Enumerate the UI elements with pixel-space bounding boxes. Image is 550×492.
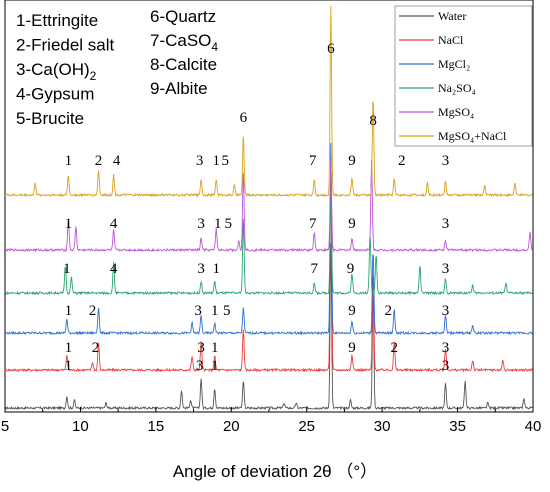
peak-label-3-3: 1 bbox=[212, 261, 220, 277]
legend: Water NaCl MgCl₂ Na₂SO₄ MgSO₄ MgSO₄+NaCl bbox=[394, 5, 533, 147]
x-tick-label-5: 30 bbox=[374, 418, 391, 435]
peak-label-2-0: 1 bbox=[65, 303, 73, 319]
peak-label-3-2: 3 bbox=[197, 261, 205, 277]
peak-label-5-1: 2 bbox=[95, 153, 103, 169]
peak-label-5-5: 5 bbox=[222, 153, 230, 169]
legend-label-1: NaCl bbox=[438, 33, 464, 47]
x-axis-ticks: 5 10 15 20 25 30 35 40 bbox=[1, 407, 542, 435]
series-line-1 bbox=[4, 171, 533, 373]
traces bbox=[4, 5, 533, 411]
peak-label-2-5: 9 bbox=[348, 303, 356, 319]
peak-label-4-5: 7 bbox=[309, 216, 317, 232]
peak-label-4-2: 3 bbox=[197, 216, 205, 232]
peak-label-0-2: 1 bbox=[211, 358, 219, 374]
series-line-0 bbox=[5, 243, 533, 411]
phase-key-6: 7-CaSO4 bbox=[150, 31, 218, 54]
peak-label-2-4: 5 bbox=[223, 303, 231, 319]
peak-label-1-0: 1 bbox=[65, 340, 73, 356]
peak-label-0-3: 3 bbox=[442, 358, 450, 374]
peak-label-4-1: 4 bbox=[110, 216, 118, 232]
peak-label-5-0: 1 bbox=[65, 153, 73, 169]
peak-label-5-4: 1 bbox=[212, 153, 220, 169]
legend-label-5: MgSO₄+NaCl bbox=[438, 129, 507, 143]
series-line-3 bbox=[4, 198, 533, 296]
peak-labels: 1 3 1 31 2 3 1 9 2 31 2 3 1 5 9 2 31 4 3 1 7 9 31 4 3 1 5 7 9 31 2 4 3 1 5… bbox=[63, 41, 449, 374]
peak-label-3-1: 4 bbox=[110, 261, 118, 277]
peak-label-1-1: 2 bbox=[92, 340, 100, 356]
x-tick-label-4: 25 bbox=[298, 418, 315, 435]
peak-label-1-5: 2 bbox=[390, 340, 398, 356]
top-peak-label-0: 6 bbox=[240, 110, 248, 126]
x-tick-label-6: 35 bbox=[449, 418, 466, 435]
x-axis-label: Angle of deviation 2θ （°） bbox=[173, 462, 377, 481]
x-tick-label-1: 10 bbox=[72, 418, 89, 435]
peak-label-1-2: 3 bbox=[197, 340, 205, 356]
peak-label-5-3: 3 bbox=[196, 153, 204, 169]
peak-label-2-2: 3 bbox=[194, 303, 202, 319]
series-line-2 bbox=[4, 143, 533, 336]
legend-label-4: MgSO₄ bbox=[438, 105, 474, 119]
peak-label-2-7: 3 bbox=[442, 303, 450, 319]
x-tick-label-0: 5 bbox=[1, 418, 9, 435]
legend-label-3: Na₂SO₄ bbox=[438, 81, 476, 95]
peak-label-5-2: 4 bbox=[113, 153, 121, 169]
peak-label-5-8: 2 bbox=[398, 153, 406, 169]
phase-key-4: 5-Brucite bbox=[16, 109, 84, 128]
legend-box bbox=[394, 5, 533, 147]
peak-label-4-4: 5 bbox=[225, 216, 233, 232]
legend-label-2: MgCl₂ bbox=[438, 57, 470, 71]
peak-label-3-4: 7 bbox=[311, 261, 319, 277]
peak-label-1-6: 3 bbox=[442, 340, 450, 356]
phase-key-2: 3-Ca(OH)2 bbox=[16, 60, 97, 83]
peak-label-1-3: 1 bbox=[211, 340, 219, 356]
phase-key-8: 9-Albite bbox=[150, 79, 208, 98]
peak-label-4-3: 1 bbox=[214, 216, 222, 232]
x-tick-label-2: 15 bbox=[148, 418, 165, 435]
peak-label-4-6: 9 bbox=[348, 216, 356, 232]
phase-key-3: 4-Gypsum bbox=[16, 85, 94, 104]
peak-label-5-9: 3 bbox=[442, 153, 450, 169]
peak-label-5-7: 9 bbox=[348, 153, 356, 169]
peak-label-2-1: 2 bbox=[89, 303, 97, 319]
peak-label-3-0: 1 bbox=[63, 261, 71, 277]
peak-label-2-3: 1 bbox=[211, 303, 219, 319]
peak-label-2-6: 2 bbox=[384, 303, 392, 319]
peak-label-3-5: 9 bbox=[347, 261, 355, 277]
phase-key-0: 1-Ettringite bbox=[16, 11, 98, 30]
top-peak-label-1: 6 bbox=[327, 41, 335, 57]
peak-label-1-4: 9 bbox=[348, 340, 356, 356]
legend-label-0: Water bbox=[438, 9, 466, 23]
phase-key-5: 6-Quartz bbox=[150, 7, 216, 26]
peak-label-0-0: 1 bbox=[65, 358, 73, 374]
peak-label-5-6: 7 bbox=[309, 153, 317, 169]
phase-key: 1-Ettringite 2-Friedel salt 3-Ca(OH)2 4-Gyp… bbox=[16, 7, 218, 128]
series-line-5 bbox=[4, 5, 533, 198]
x-tick-label-7: 40 bbox=[525, 418, 542, 435]
peak-label-4-0: 1 bbox=[65, 216, 73, 232]
peak-label-0-1: 3 bbox=[196, 358, 204, 374]
series-line-4 bbox=[4, 159, 533, 253]
peak-label-3-6: 3 bbox=[442, 261, 450, 277]
peak-label-4-7: 3 bbox=[442, 216, 450, 232]
x-tick-label-3: 20 bbox=[223, 418, 240, 435]
phase-key-7: 8-Calcite bbox=[150, 55, 217, 74]
top-peak-label-2: 8 bbox=[369, 113, 377, 129]
phase-key-1: 2-Friedel salt bbox=[16, 36, 115, 55]
